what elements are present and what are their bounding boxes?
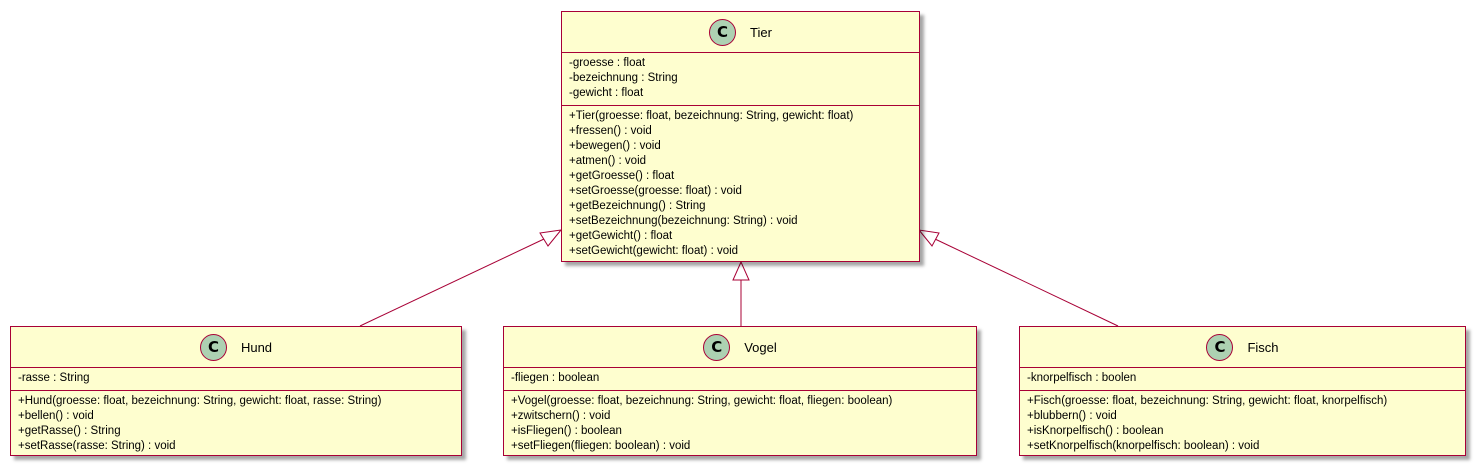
- method: +getBezeichnung() : String: [569, 200, 706, 212]
- class-name: Tier: [750, 24, 772, 40]
- attributes-section: -knorpelfisch : boolen: [1020, 367, 1465, 390]
- inheritance-arrowhead: [539, 229, 563, 247]
- class-vogel[interactable]: C Vogel -fliegen : boolean +Vogel(groess…: [503, 326, 977, 456]
- method: +setGroesse(groesse: float) : void: [569, 185, 742, 197]
- method: +isFliegen() : boolean: [511, 425, 622, 437]
- method: +isKnorpelfisch() : boolean: [1027, 425, 1164, 437]
- attribute: -bezeichnung : String: [569, 72, 678, 84]
- class-header: C Tier: [562, 12, 919, 52]
- methods-section: +Vogel(groesse: float, bezeichnung: Stri…: [504, 390, 976, 458]
- edge-line: [359, 238, 545, 327]
- class-fisch[interactable]: C Fisch -knorpelfisch : boolen +Fisch(gr…: [1019, 326, 1466, 456]
- class-stereotype-icon: C: [709, 18, 737, 46]
- edge-line: [934, 238, 1119, 327]
- attributes-section: -fliegen : boolean: [504, 367, 976, 390]
- attributes-section: -groesse : float -bezeichnung : String -…: [562, 52, 919, 105]
- class-name: Fisch: [1247, 339, 1279, 355]
- method: +getRasse() : String: [18, 425, 121, 437]
- attribute: -gewicht : float: [569, 87, 644, 99]
- methods-section: +Fisch(groesse: float, bezeichnung: Stri…: [1020, 390, 1465, 458]
- edge-vogel-to-tier: [732, 260, 750, 326]
- class-name: Hund: [240, 339, 273, 355]
- class-header: C Hund: [11, 327, 461, 367]
- method: +bellen() : void: [18, 410, 94, 422]
- class-stereotype-icon: C: [1206, 333, 1234, 361]
- attribute: -fliegen : boolean: [511, 372, 600, 384]
- class-name: Vogel: [744, 339, 777, 355]
- method: +setKnorpelfisch(knorpelfisch: boolean) …: [1027, 440, 1260, 452]
- method: +fressen() : void: [569, 125, 652, 137]
- inheritance-arrowhead: [732, 260, 750, 281]
- class-tier[interactable]: C Tier -groesse : float -bezeichnung : S…: [561, 11, 920, 262]
- edge-hund-to-tier: [359, 229, 563, 327]
- method: +atmen() : void: [569, 155, 647, 167]
- method: +blubbern() : void: [1027, 410, 1117, 422]
- method: +getGewicht() : float: [569, 230, 673, 242]
- attribute: -rasse : String: [18, 372, 90, 384]
- attribute: -groesse : float: [569, 57, 646, 69]
- method: +zwitschern() : void: [511, 410, 611, 422]
- methods-section: +Tier(groesse: float, bezeichnung: Strin…: [562, 105, 919, 263]
- edge-fisch-to-tier: [917, 229, 1119, 327]
- class-header: C Vogel: [504, 327, 976, 367]
- method: +Fisch(groesse: float, bezeichnung: Stri…: [1027, 395, 1388, 407]
- method: +Hund(groesse: float, bezeichnung: Strin…: [18, 395, 382, 407]
- class-hund[interactable]: C Hund -rasse : String +Hund(groesse: fl…: [10, 326, 462, 456]
- attribute: -knorpelfisch : boolen: [1027, 372, 1137, 384]
- methods-section: +Hund(groesse: float, bezeichnung: Strin…: [11, 390, 461, 458]
- method: +Vogel(groesse: float, bezeichnung: Stri…: [511, 395, 893, 407]
- method: +setGewicht(gewicht: float) : void: [569, 245, 739, 257]
- method: +setRasse(rasse: String) : void: [18, 440, 176, 452]
- method: +getGroesse() : float: [569, 170, 675, 182]
- attributes-section: -rasse : String: [11, 367, 461, 390]
- class-header: C Fisch: [1020, 327, 1465, 367]
- method: +Tier(groesse: float, bezeichnung: Strin…: [569, 110, 854, 122]
- method: +bewegen() : void: [569, 140, 661, 152]
- class-stereotype-icon: C: [703, 333, 731, 361]
- method: +setBezeichnung(bezeichnung: String) : v…: [569, 215, 798, 227]
- method: +setFliegen(fliegen: boolean) : void: [511, 440, 691, 452]
- class-stereotype-icon: C: [199, 333, 227, 361]
- inheritance-arrowhead: [917, 229, 940, 247]
